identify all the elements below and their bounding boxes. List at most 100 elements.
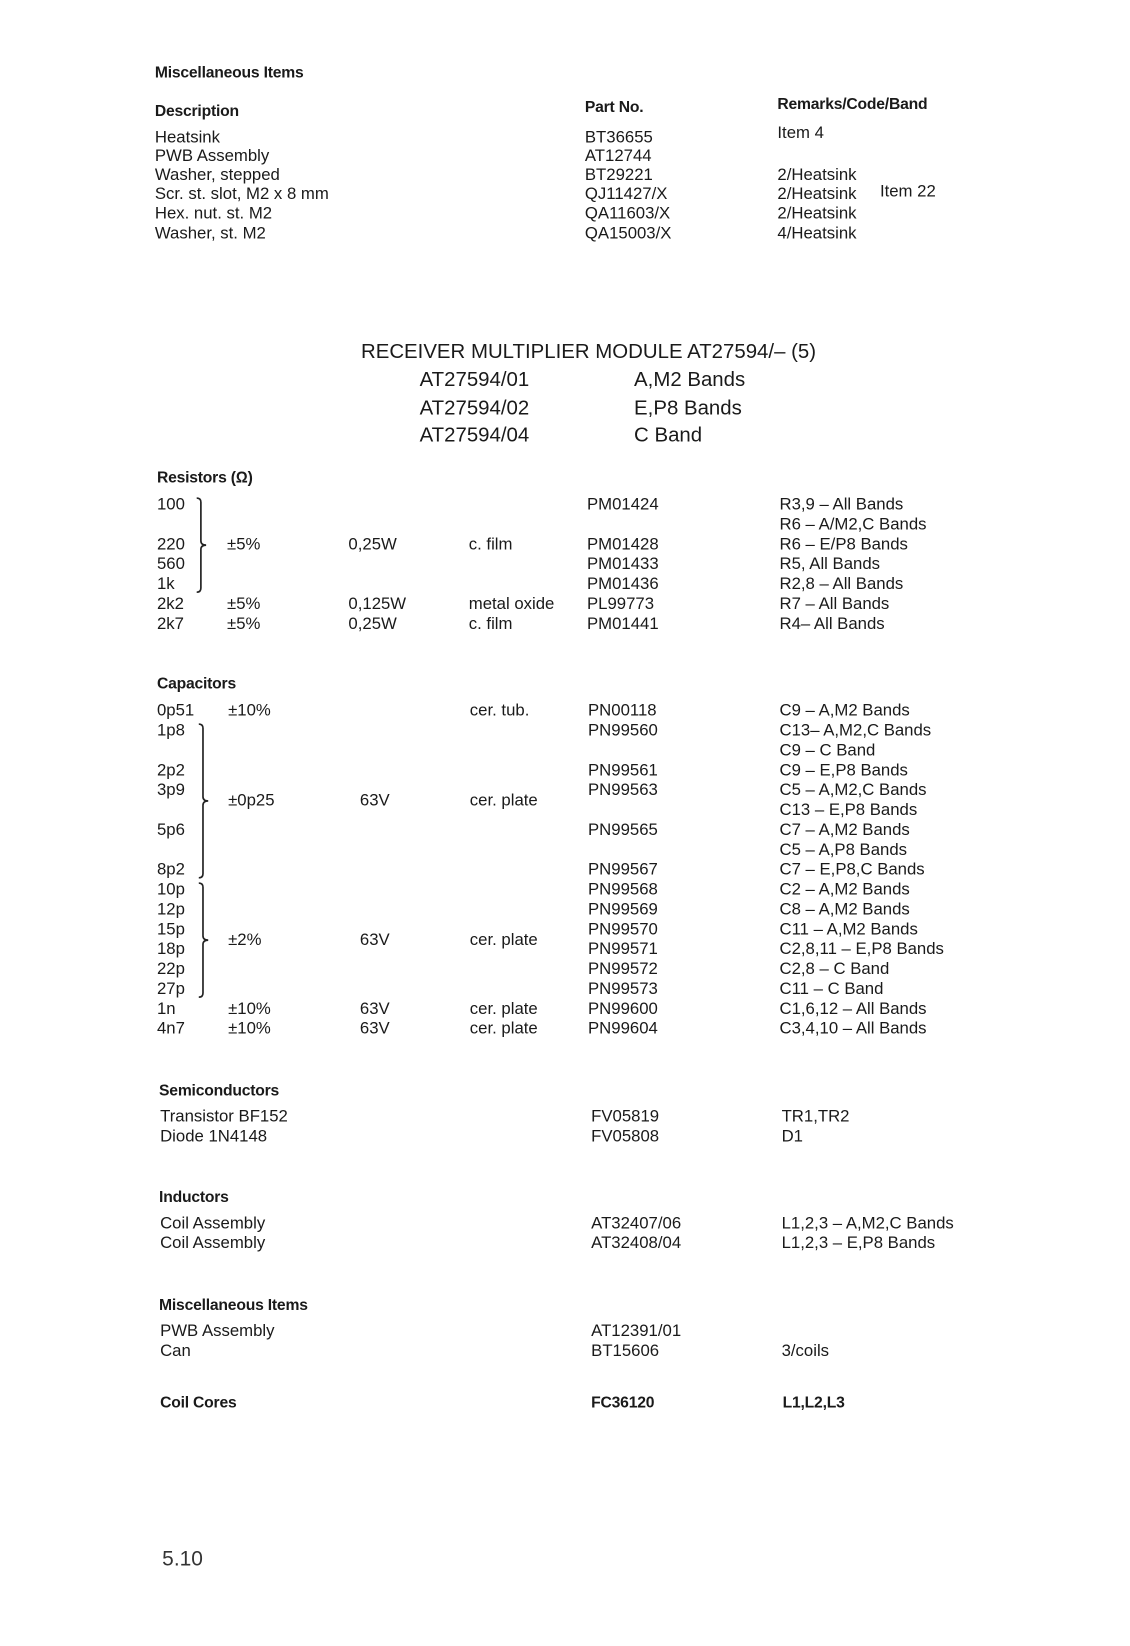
component-remark: R7 – All Bands (779, 595, 890, 614)
group-rating: 63V (359, 791, 390, 810)
coil-cores-remark: L1,L2,L3 (782, 1393, 845, 1412)
component-remark: C7 – E,P8,C Bands (779, 861, 925, 879)
column-header-part-no: Part No. (584, 98, 644, 117)
component-value: 10p (156, 880, 185, 899)
section-heading: Semiconductors (159, 1081, 280, 1100)
item-part-no: QA11603/X (584, 205, 671, 223)
item-description: Coil Assembly (160, 1234, 266, 1253)
component-tolerance: ±10% (228, 702, 271, 720)
item-remark: TR1,TR2 (781, 1108, 850, 1126)
group-type: cer. plate (469, 930, 538, 949)
group-tolerance: ±2% (228, 930, 262, 949)
component-rating: 0,25W (348, 615, 397, 634)
component-value: 12p (156, 900, 185, 919)
component-part-no: PM01424 (586, 495, 659, 514)
component-part-no: PN00118 (588, 702, 657, 720)
component-part-no: PN99572 (588, 960, 658, 979)
brace-bracket (196, 497, 207, 594)
item-description: Washer, st. M2 (154, 224, 266, 243)
component-remark: C2,8,11 – E,P8 Bands (779, 940, 944, 959)
component-part-no: PM01436 (586, 575, 659, 594)
item-description: Transistor BF152 (160, 1108, 288, 1126)
item-part-no: FV05819 (591, 1108, 660, 1126)
item-part-no: AT32407/06 (591, 1214, 682, 1233)
item-remark: L1,2,3 – A,M2,C Bands (781, 1214, 954, 1233)
component-remark: C13 – E,P8 Bands (779, 801, 918, 820)
item-remark: 3/coils (781, 1342, 830, 1361)
component-type: cer. plate (469, 1000, 538, 1019)
component-part-no: PM01441 (586, 615, 659, 634)
component-value: 3p9 (156, 781, 185, 800)
component-remark: C9 – E,P8 Bands (779, 761, 908, 780)
component-remark: C5 – A,M2,C Bands (779, 781, 927, 800)
component-part-no: PN99561 (588, 761, 658, 780)
item-remark: D1 (781, 1127, 803, 1146)
component-part-no: PN99569 (588, 900, 658, 919)
component-part-no: PN99560 (588, 721, 658, 740)
component-remark: R4– All Bands (779, 615, 885, 634)
variant-bands: C Band (634, 423, 703, 447)
component-part-no: PN99600 (588, 1000, 658, 1019)
component-part-no: PN99604 (588, 1020, 658, 1038)
component-value: 1p8 (156, 721, 185, 740)
component-part-no: PN99565 (588, 821, 658, 840)
item-part-no: QJ11427/X (584, 185, 668, 203)
item-description: Can (160, 1342, 191, 1361)
item-part-no: BT15606 (591, 1342, 660, 1361)
page-number: 5.10 (162, 1547, 203, 1571)
component-value: 18p (156, 940, 185, 959)
brace-bracket (198, 723, 209, 879)
item-remark: 2/Heatsink (777, 185, 857, 203)
component-type: cer. plate (469, 1020, 538, 1038)
item-part-no: AT32408/04 (591, 1234, 682, 1253)
component-part-no: PN99568 (588, 880, 658, 899)
component-type: cer. tub. (469, 702, 530, 720)
item-description: Scr. st. slot, M2 x 8 mm (154, 185, 329, 203)
section-heading: Miscellaneous Items (154, 63, 304, 82)
item-description: Diode 1N4148 (160, 1127, 268, 1146)
component-value: 2p2 (156, 761, 185, 780)
item-part-no: QA15003/X (584, 224, 672, 243)
component-remark: C11 – A,M2 Bands (779, 920, 918, 939)
component-tolerance: ±10% (228, 1020, 271, 1038)
component-value: 100 (156, 495, 185, 514)
component-remark: R3,9 – All Bands (779, 495, 904, 514)
component-type: metal oxide (468, 595, 555, 614)
item-part-no: AT12744 (584, 147, 652, 166)
component-remark: R2,8 – All Bands (779, 575, 904, 594)
coil-cores-label: Coil Cores (160, 1393, 237, 1412)
module-title: RECEIVER MULTIPLIER MODULE AT27594/– (5) (360, 340, 817, 364)
group-tolerance: ±5% (227, 535, 261, 554)
component-remark: C3,4,10 – All Bands (779, 1020, 927, 1038)
component-value: 5p6 (156, 821, 185, 840)
item-remark: Item 4 (777, 124, 824, 143)
section-heading: Miscellaneous Items (159, 1296, 308, 1315)
component-part-no: PM01433 (586, 555, 659, 574)
component-value: 8p2 (156, 861, 185, 879)
component-value: 220 (156, 535, 185, 554)
item-description: PWB Assembly (160, 1322, 275, 1341)
component-value: 1n (156, 1000, 176, 1019)
component-remark: C2,8 – C Band (779, 960, 890, 979)
section-heading: Resistors (Ω) (156, 468, 253, 487)
group-type: c. film (468, 535, 513, 554)
component-remark: C1,6,12 – All Bands (779, 1000, 927, 1019)
component-tolerance: ±5% (227, 595, 261, 614)
component-value: 2k2 (156, 595, 184, 614)
section-heading: Capacitors (156, 674, 236, 693)
item-remark: L1,2,3 – E,P8 Bands (781, 1234, 936, 1253)
group-rating: 63V (359, 930, 390, 949)
component-part-no: PL99773 (586, 595, 655, 614)
item-remark: 4/Heatsink (777, 224, 857, 243)
item-part-no: FV05808 (591, 1127, 660, 1146)
component-value: 560 (156, 555, 185, 574)
component-remark: R6 – E/P8 Bands (779, 535, 908, 554)
item-description: Heatsink (154, 128, 220, 147)
item-remark: 2/Heatsink (777, 166, 857, 185)
component-rating: 0,125W (348, 595, 407, 614)
coil-cores-part-no: FC36120 (591, 1393, 655, 1412)
variant-bands: E,P8 Bands (634, 396, 742, 420)
variant-code: AT27594/04 (419, 423, 530, 447)
component-part-no: PN99571 (588, 940, 658, 959)
